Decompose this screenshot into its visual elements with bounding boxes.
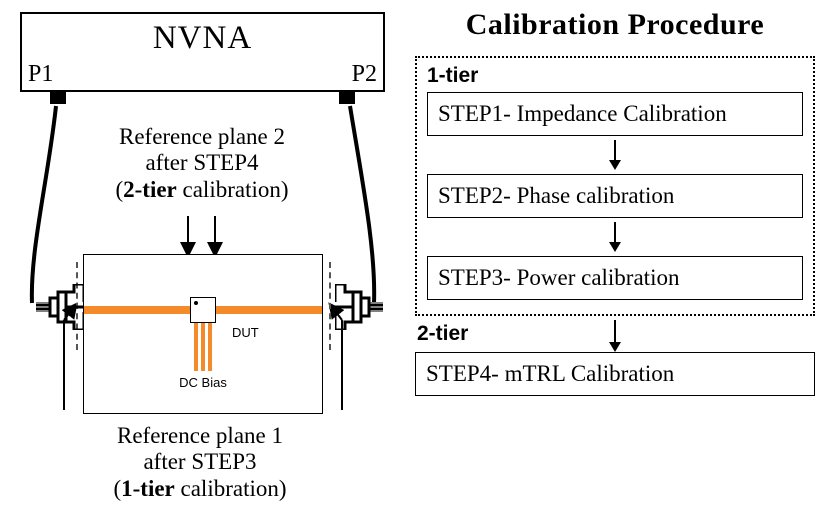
tier1-label: 1-tier — [427, 64, 803, 88]
nvna-box: NVNA P1 P2 — [20, 12, 385, 92]
ref1-line1: Reference plane 1 — [100, 423, 300, 449]
dut-label: DUT — [232, 325, 259, 340]
ref2-line1: Reference plane 2 — [102, 124, 302, 150]
step1-box: STEP1- Impedance Calibration — [427, 92, 803, 136]
step2-box: STEP2- Phase calibration — [427, 174, 803, 218]
ref-plane-2-annotation: Reference plane 2 after STEP4 (2-tier ca… — [102, 124, 302, 203]
schematic-panel: NVNA P1 P2 — [0, 0, 395, 524]
connector-right — [335, 284, 383, 330]
connector-left — [36, 284, 84, 330]
ref2-line2: after STEP4 — [102, 150, 302, 176]
procedure-title: Calibration Procedure — [415, 8, 815, 42]
fixture-box: DUT DC Bias — [83, 254, 323, 414]
port-p1-connector — [50, 90, 66, 104]
dc-bias-traces — [194, 323, 212, 371]
port-p2-connector — [339, 90, 355, 104]
procedure-panel: Calibration Procedure 1-tier STEP1- Impe… — [395, 0, 827, 524]
microstrip-left — [84, 306, 191, 314]
step4-box: STEP4- mTRL Calibration — [415, 352, 815, 396]
ref1-line2: after STEP3 — [100, 449, 300, 475]
ref-plane-1-annotation: Reference plane 1 after STEP3 (1-tier ca… — [100, 423, 300, 502]
ref2-line3: (2-tier calibration) — [102, 177, 302, 203]
port-p1-label: P1 — [28, 61, 53, 88]
microstrip-right — [215, 306, 322, 314]
dut-chip — [190, 297, 216, 323]
dc-bias-label: DC Bias — [179, 375, 227, 390]
step3-box: STEP3- Power calibration — [427, 256, 803, 300]
tier1-group: 1-tier STEP1- Impedance Calibration STEP… — [415, 56, 815, 316]
ref1-line3: (1-tier calibration) — [100, 476, 300, 502]
ref-plane-1-right-marker — [329, 262, 331, 350]
nvna-title: NVNA — [153, 20, 252, 57]
port-p2-label: P2 — [352, 61, 377, 88]
arrow-1-2 — [427, 140, 803, 170]
arrow-2-3 — [427, 222, 803, 252]
